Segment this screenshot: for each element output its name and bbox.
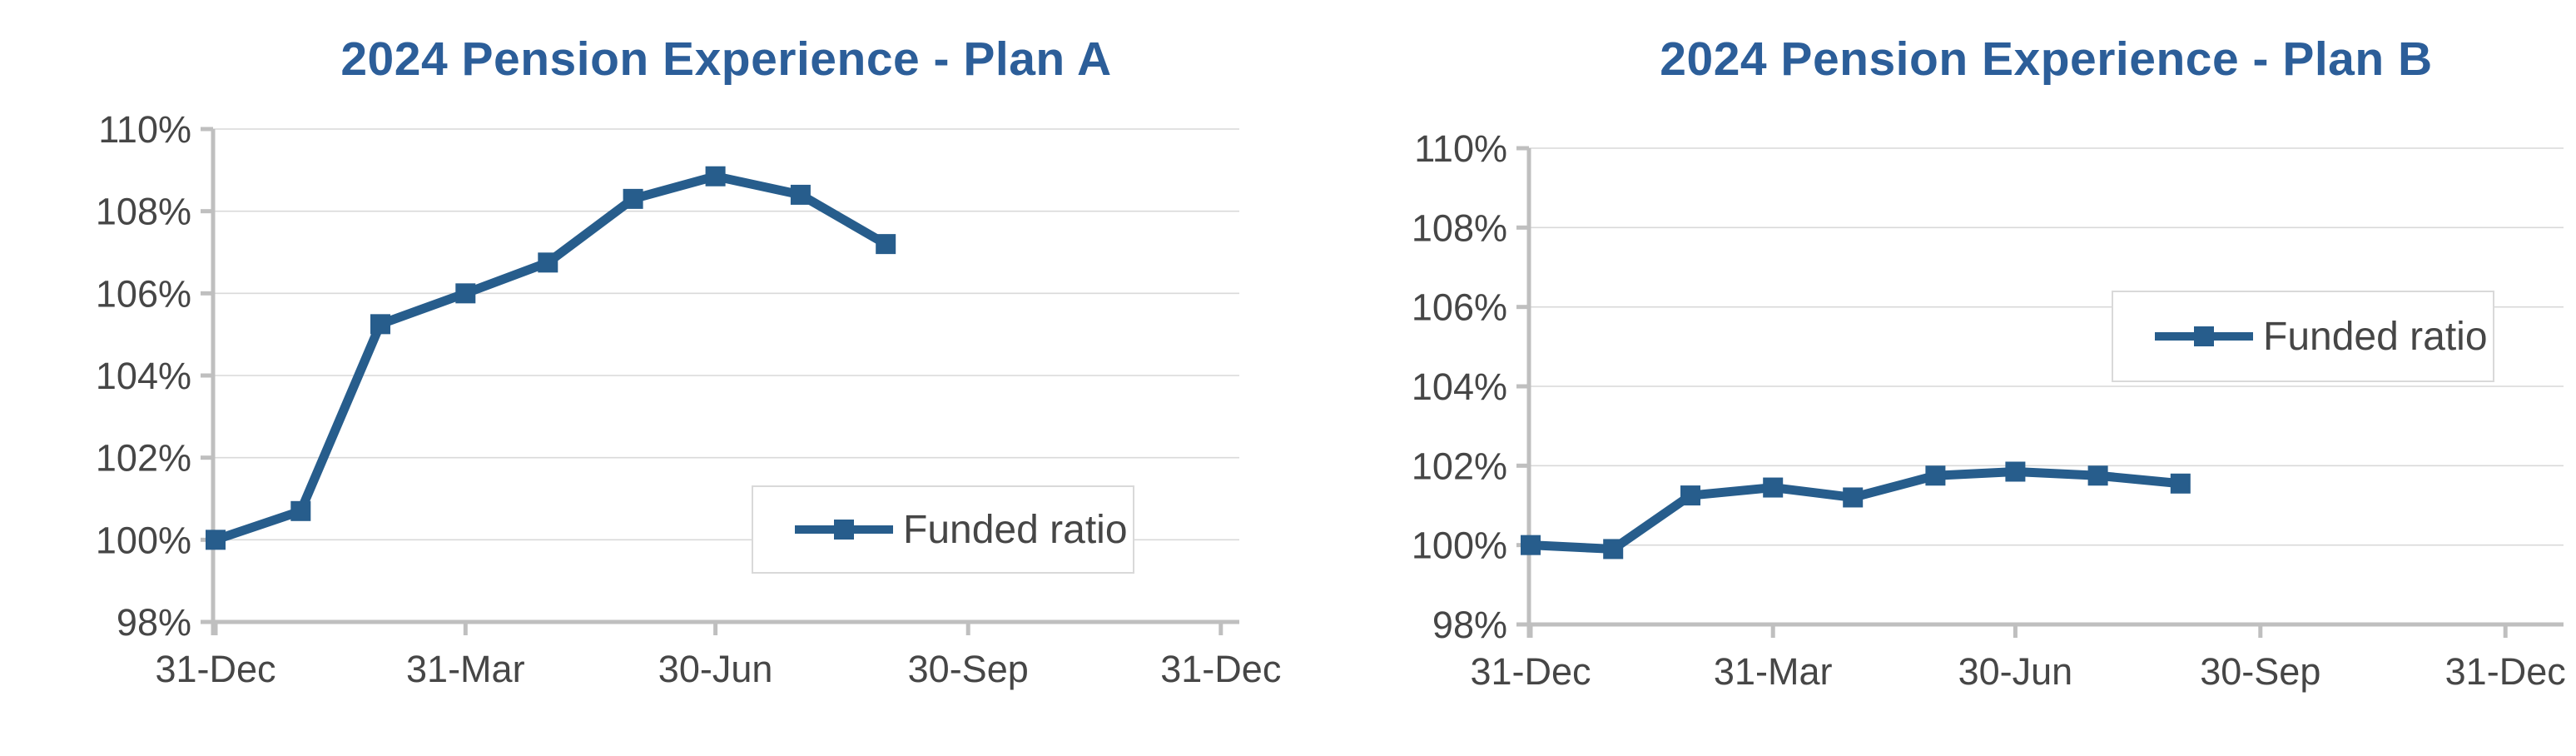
data-point-marker bbox=[1603, 539, 1624, 560]
data-point-marker bbox=[623, 188, 643, 209]
x-tick-label: 31-Mar bbox=[1714, 650, 1833, 693]
legend-label: Funded ratio bbox=[2263, 314, 2488, 359]
data-point-marker bbox=[2087, 465, 2108, 486]
data-point-marker bbox=[538, 252, 558, 273]
x-tick-label: 31-Dec bbox=[2445, 650, 2566, 693]
data-point-marker bbox=[705, 166, 726, 187]
data-point-marker bbox=[206, 530, 226, 550]
plan-b-plot-area: 110%108%106%104%102%100%98%31-Dec 31-Mar 3… bbox=[1412, 127, 2566, 693]
y-tick-label: 108% bbox=[1412, 206, 1507, 249]
data-point-marker bbox=[790, 184, 811, 205]
x-tick-label: 31-Mar bbox=[406, 648, 525, 690]
data-point-marker bbox=[370, 314, 390, 335]
x-tick-label: 30-Jun bbox=[1958, 650, 2073, 693]
chart-title-plan-b: 2024 Pension Experience - Plan B bbox=[1660, 32, 2433, 86]
data-point-marker bbox=[1521, 535, 1541, 555]
x-tick-label: 30-Sep bbox=[908, 648, 1029, 690]
data-point-marker bbox=[290, 500, 311, 521]
data-point-marker bbox=[455, 283, 476, 304]
y-tick-label: 100% bbox=[1412, 525, 1507, 567]
chart-title-plan-a: 2024 Pension Experience - Plan A bbox=[340, 32, 1112, 86]
data-point-marker bbox=[1680, 485, 1700, 506]
chart-plan-b: 2024 Pension Experience - Plan B 110% 108… bbox=[1322, 13, 2576, 756]
legend-plan-b: Funded ratio bbox=[2112, 291, 2494, 382]
x-tick-label: 31-Dec bbox=[1470, 650, 1591, 693]
y-tick-label: 102% bbox=[1412, 445, 1507, 487]
data-point-marker bbox=[2005, 461, 2026, 482]
data-point-marker bbox=[1763, 477, 1784, 498]
y-tick-label: 98% bbox=[117, 601, 191, 644]
x-tick-label: 30-Sep bbox=[2200, 650, 2320, 693]
y-tick-label: 106% bbox=[96, 272, 191, 315]
data-point-marker bbox=[876, 234, 896, 255]
y-tick-label: 100% bbox=[96, 519, 191, 561]
plan-a-plot-area: 110%108%106%104%102%100%98%31-Dec 31-Mar 3… bbox=[96, 108, 1281, 690]
y-tick-label: 98% bbox=[1432, 604, 1507, 646]
data-point-marker bbox=[1843, 487, 1864, 508]
y-tick-label: 104% bbox=[96, 355, 191, 397]
legend-line-marker-icon bbox=[795, 520, 893, 540]
y-tick-label: 108% bbox=[96, 191, 191, 233]
y-tick-label: 106% bbox=[1412, 286, 1507, 329]
x-tick-label: 30-Jun bbox=[658, 648, 773, 690]
data-point-marker bbox=[2170, 473, 2191, 494]
x-tick-label: 31-Dec bbox=[1160, 648, 1281, 690]
y-tick-label: 102% bbox=[96, 437, 191, 480]
data-point-marker bbox=[1925, 465, 1946, 486]
x-tick-label: 31-Dec bbox=[155, 648, 275, 690]
legend-label: Funded ratio bbox=[903, 507, 1128, 552]
y-tick-label: 110% bbox=[1414, 127, 1507, 170]
legend-line-marker-icon bbox=[2155, 326, 2253, 346]
y-tick-label: 110% bbox=[98, 108, 191, 151]
legend-plan-a: Funded ratio bbox=[752, 485, 1134, 574]
funded-ratio-line bbox=[1526, 466, 2186, 554]
y-tick-label: 104% bbox=[1412, 366, 1507, 408]
chart-plan-a: 2024 Pension Experience - Plan A 110% 108… bbox=[33, 13, 1322, 756]
